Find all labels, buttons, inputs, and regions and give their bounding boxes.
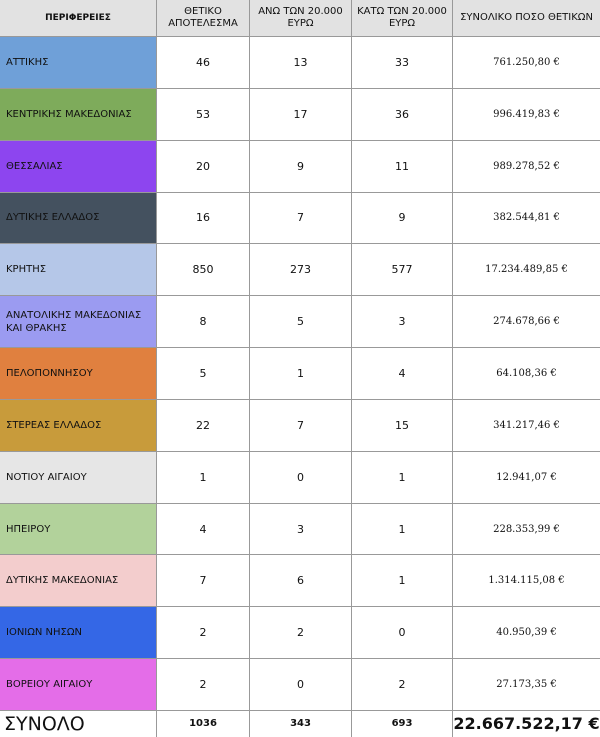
amount-cell: 761.250,80 €	[453, 37, 600, 88]
count-cell: 53	[157, 88, 249, 140]
count-cell: 2	[352, 659, 452, 710]
count-cell: 36	[352, 88, 452, 140]
region-cell: ΔΥΤΙΚΗΣ ΕΛΛΑΔΟΣ	[0, 192, 156, 244]
count-cell: 5	[250, 296, 351, 348]
total-cell: 343	[250, 710, 351, 737]
count-cell: 1	[157, 451, 249, 503]
count-cell: 1	[250, 348, 351, 399]
count-cell: 20	[157, 140, 249, 192]
count-cell: 16	[157, 192, 249, 244]
region-cell: ΗΠΕΙΡΟΥ	[0, 503, 156, 555]
amount-cell: 274.678,66 €	[453, 296, 600, 348]
count-cell: 9	[250, 140, 351, 192]
region-cell: ΝΟΤΙΟΥ ΑΙΓΑΙΟΥ	[0, 451, 156, 503]
region-cell: ΚΕΝΤΡΙΚΗΣ ΜΑΚΕΔΟΝΙΑΣ	[0, 88, 156, 140]
count-cell: 46	[157, 37, 249, 88]
count-cell: 2	[157, 659, 249, 710]
count-cell: 2	[157, 607, 249, 659]
region-cell: ΚΡΗΤΗΣ	[0, 244, 156, 296]
count-cell: 5	[157, 348, 249, 399]
amount-cell: 989.278,52 €	[453, 140, 600, 192]
count-cell: 6	[250, 555, 351, 607]
region-cell: ΙΟΝΙΩΝ ΝΗΣΩΝ	[0, 607, 156, 659]
count-cell: 1	[352, 503, 452, 555]
count-cell: 11	[352, 140, 452, 192]
count-cell: 15	[352, 399, 452, 451]
region-cell: ΒΟΡΕΙΟΥ ΑΙΓΑΙΟΥ	[0, 659, 156, 710]
count-cell: 3	[250, 503, 351, 555]
count-cell: 7	[250, 399, 351, 451]
count-cell: 22	[157, 399, 249, 451]
header-cell: ΠΕΡΙΦΕΡΕΙΕΣ	[0, 0, 156, 36]
amount-cell: 12.941,07 €	[453, 451, 600, 503]
count-cell: 850	[157, 244, 249, 296]
header-cell: ΑΝΩ ΤΩΝ 20.000 ΕΥΡΩ	[250, 0, 351, 36]
total-cell: 22.667.522,17 €	[453, 710, 600, 737]
count-cell: 3	[352, 296, 452, 348]
count-cell: 273	[250, 244, 351, 296]
amount-cell: 228.353,99 €	[453, 503, 600, 555]
count-cell: 0	[352, 607, 452, 659]
region-cell: ΑΝΑΤΟΛΙΚΗΣ ΜΑΚΕΔΟΝΙΑΣ ΚΑΙ ΘΡΑΚΗΣ	[0, 296, 156, 348]
count-cell: 4	[352, 348, 452, 399]
total-label: ΣΥΝΟΛΟ	[0, 710, 156, 737]
count-cell: 17	[250, 88, 351, 140]
count-cell: 1	[352, 555, 452, 607]
region-cell: ΣΤΕΡΕΑΣ ΕΛΛΑΔΟΣ	[0, 399, 156, 451]
header-cell: ΣΥΝΟΛΙΚΟ ΠΟΣΟ ΘΕΤΙΚΩΝ	[453, 0, 600, 36]
amount-cell: 996.419,83 €	[453, 88, 600, 140]
count-cell: 4	[157, 503, 249, 555]
region-cell: ΠΕΛΟΠΟΝΝΗΣΟΥ	[0, 348, 156, 399]
count-cell: 7	[250, 192, 351, 244]
count-cell: 577	[352, 244, 452, 296]
amount-cell: 382.544,81 €	[453, 192, 600, 244]
amount-cell: 27.173,35 €	[453, 659, 600, 710]
amount-cell: 64.108,36 €	[453, 348, 600, 399]
count-cell: 0	[250, 659, 351, 710]
count-cell: 1	[352, 451, 452, 503]
count-cell: 9	[352, 192, 452, 244]
amount-cell: 40.950,39 €	[453, 607, 600, 659]
count-cell: 0	[250, 451, 351, 503]
amount-cell: 341.217,46 €	[453, 399, 600, 451]
count-cell: 7	[157, 555, 249, 607]
count-cell: 2	[250, 607, 351, 659]
count-cell: 8	[157, 296, 249, 348]
total-cell: 693	[352, 710, 452, 737]
amount-cell: 1.314.115,08 €	[453, 555, 600, 607]
region-cell: ΘΕΣΣΑΛΙΑΣ	[0, 140, 156, 192]
header-cell: ΘΕΤΙΚΟ ΑΠΟΤΕΛΕΣΜΑ	[157, 0, 249, 36]
amount-cell: 17.234.489,85 €	[453, 244, 600, 296]
region-cell: ΔΥΤΙΚΗΣ ΜΑΚΕΔΟΝΙΑΣ	[0, 555, 156, 607]
count-cell: 33	[352, 37, 452, 88]
total-cell: 1036	[157, 710, 249, 737]
region-cell: ΑΤΤΙΚΗΣ	[0, 37, 156, 88]
count-cell: 13	[250, 37, 351, 88]
header-cell: ΚΑΤΩ ΤΩΝ 20.000 ΕΥΡΩ	[352, 0, 452, 36]
